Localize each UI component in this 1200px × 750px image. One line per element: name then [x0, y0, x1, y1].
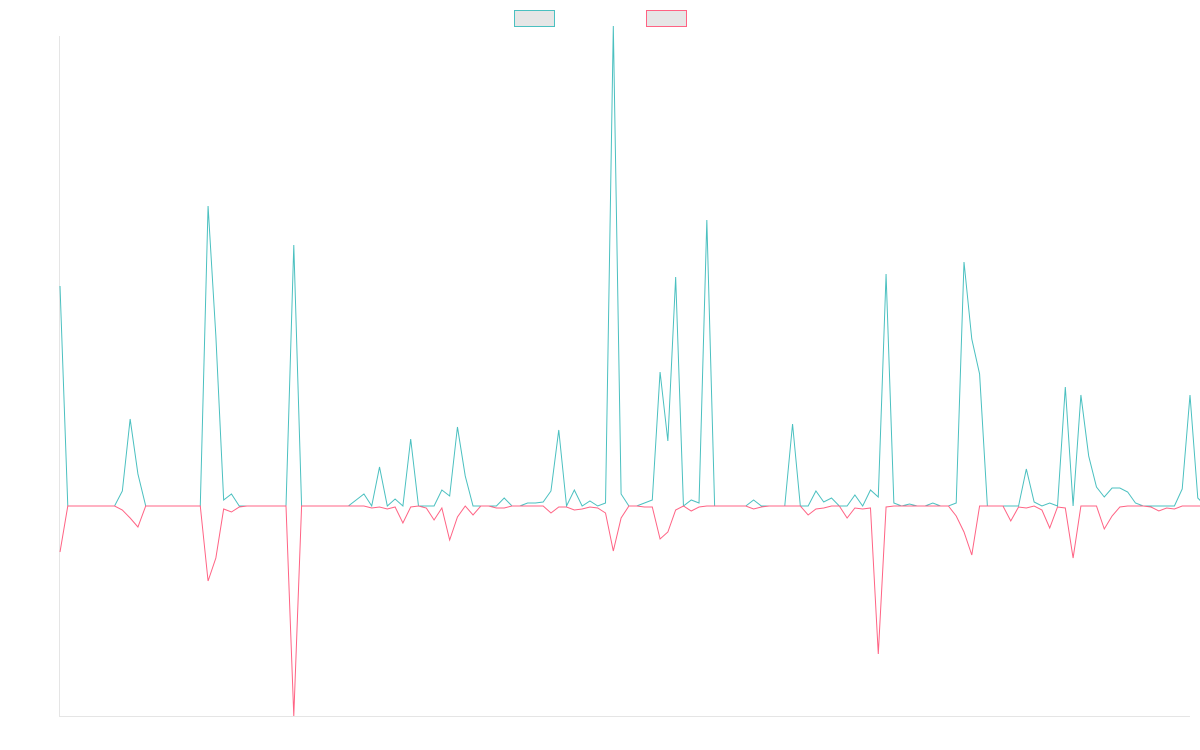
series-layer [59, 25, 1200, 717]
legend-swatch-1[interactable] [514, 10, 555, 27]
legend [514, 10, 687, 27]
series-line-2 [59, 505, 1200, 717]
series-line-1 [59, 25, 1200, 508]
legend-swatch-2[interactable] [646, 10, 687, 27]
